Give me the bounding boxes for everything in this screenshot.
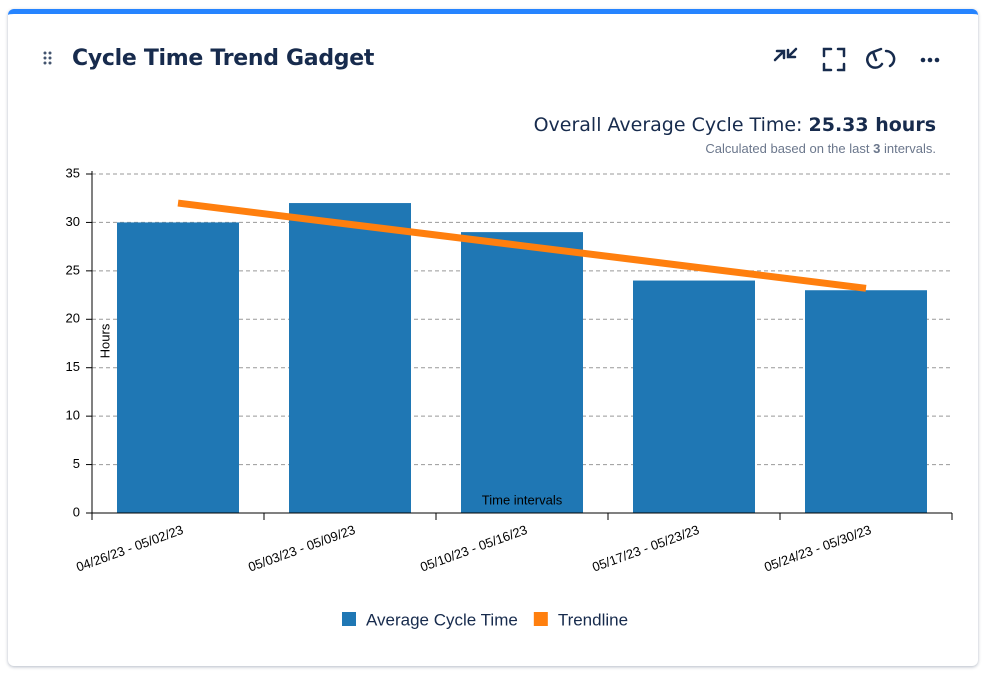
trendline — [177, 199, 867, 292]
more-icon[interactable] — [920, 57, 940, 63]
x-tick-label: 04/26/23 - 05/02/23 — [74, 522, 185, 575]
bar — [805, 290, 927, 513]
bar — [289, 203, 411, 514]
x-tick-label: 05/10/23 - 05/16/23 — [418, 522, 529, 575]
x-axis-label: Time intervals — [482, 492, 563, 507]
bar — [117, 222, 239, 513]
summary: Overall Average Cycle Time: 25.33 hours — [534, 114, 936, 136]
legend-label: Average Cycle Time — [366, 610, 518, 629]
gadget-title: Cycle Time Trend Gadget — [72, 46, 375, 71]
note-text: Calculated based on the last — [705, 141, 870, 156]
fullscreen-icon[interactable] — [822, 47, 846, 72]
legend-swatch — [342, 612, 356, 626]
x-tick-label: 05/03/23 - 05/09/23 — [246, 522, 357, 575]
y-tick-label: 15 — [66, 359, 80, 374]
y-tick-label: 10 — [66, 408, 80, 423]
x-tick-label: 05/17/23 - 05/23/23 — [590, 522, 701, 575]
y-axis-label: Hours — [97, 323, 112, 358]
note-text: intervals. — [883, 141, 936, 156]
y-tick-label: 30 — [66, 214, 80, 229]
toolbar — [773, 47, 940, 72]
bar — [633, 280, 755, 513]
minimize-icon[interactable] — [773, 47, 798, 62]
note-count: 3 — [873, 141, 881, 156]
y-tick-label: 35 — [66, 165, 80, 180]
summary-label: Overall Average Cycle Time: — [533, 114, 803, 136]
y-tick-label: 5 — [73, 456, 80, 471]
legend: Average Cycle Time Trendline — [342, 610, 628, 629]
y-tick-label: 25 — [66, 262, 80, 277]
bar — [461, 232, 583, 513]
refresh-icon[interactable] — [866, 47, 896, 69]
drag-handle[interactable] — [40, 50, 60, 70]
y-tick-label: 0 — [73, 504, 80, 519]
x-tick-label: 05/24/23 - 05/30/23 — [762, 522, 873, 575]
legend-swatch — [533, 612, 548, 626]
legend-label: Trendline — [558, 610, 628, 629]
summary-note: Calculated based on the last 3 intervals… — [705, 141, 936, 156]
summary-value: 25.33 hours — [808, 114, 937, 136]
y-tick-label: 20 — [66, 311, 80, 326]
